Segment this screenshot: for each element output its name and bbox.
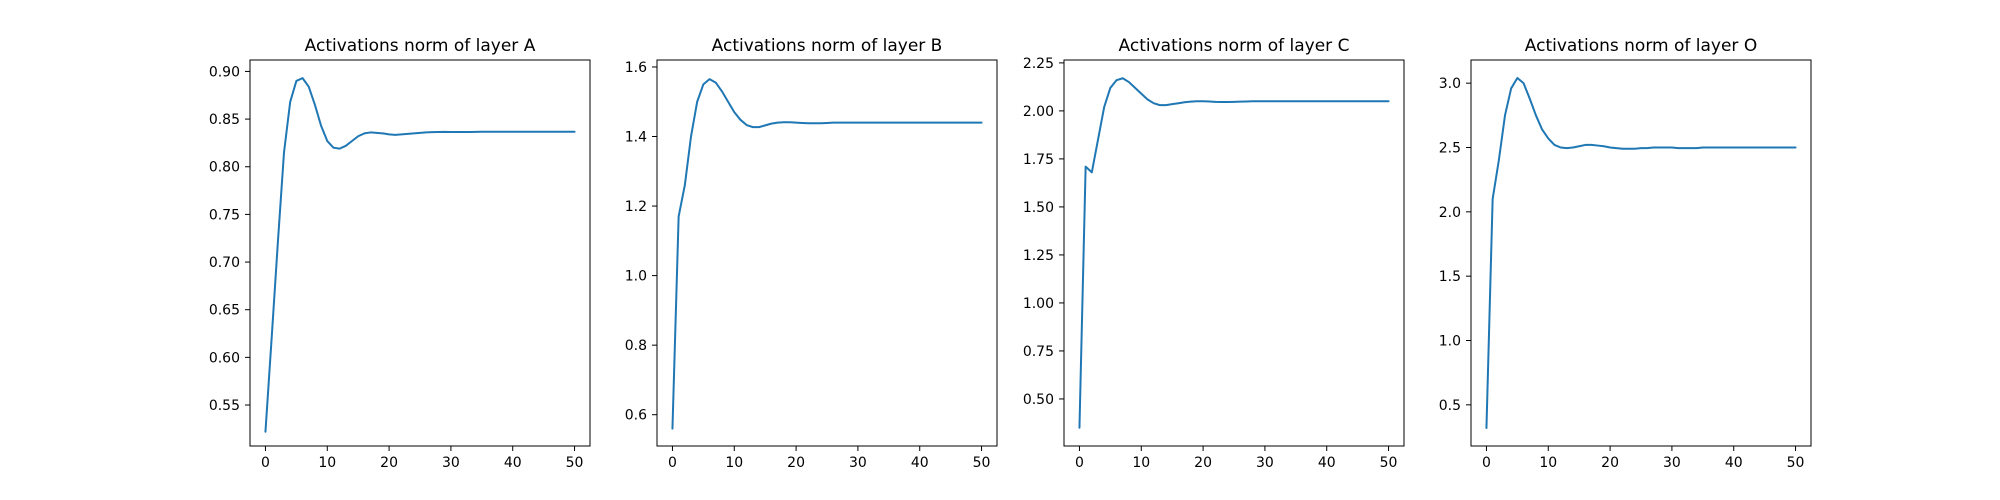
- y-tick-label: 1.5: [1439, 269, 1461, 285]
- x-tick-label: 40: [504, 455, 522, 471]
- chart-panel-2: Activations norm of layer B 0 10 20 30 40 50 0.…: [625, 36, 998, 471]
- y-tick-label: 2.25: [1023, 56, 1054, 72]
- x-tick-label: 30: [849, 455, 867, 471]
- x-tick-label: 0: [1075, 455, 1084, 471]
- y-tick-label: 0.5: [1439, 398, 1461, 414]
- y-tick-label: 1.0: [1439, 333, 1461, 349]
- x-tick-label: 50: [973, 455, 991, 471]
- x-tick-label: 30: [1663, 455, 1681, 471]
- x-tick-label: 0: [1482, 455, 1491, 471]
- x-tick-label: 30: [1256, 455, 1274, 471]
- chart-title: Activations norm of layer B: [712, 36, 943, 56]
- y-tick-label: 1.00: [1023, 296, 1054, 312]
- y-tick-label: 1.50: [1023, 200, 1054, 216]
- x-tick-label: 50: [566, 455, 584, 471]
- y-tick-label: 0.70: [209, 255, 240, 271]
- x-tick-label: 20: [380, 455, 398, 471]
- y-tick-label: 2.00: [1023, 104, 1054, 120]
- y-tick-label: 0.55: [209, 398, 240, 414]
- y-tick-label: 1.2: [625, 199, 647, 215]
- chart-panel-1: Activations norm of layer A 0 10 20 30 40 50 0.…: [209, 36, 591, 471]
- x-tick-label: 10: [1539, 455, 1557, 471]
- y-tick-label: 3.0: [1439, 76, 1461, 92]
- x-tick-label: 20: [787, 455, 805, 471]
- y-tick-label: 0.85: [209, 112, 240, 128]
- series-line: [1485, 77, 1797, 429]
- chart-panel-3: Activations norm of layer C 0 10 20 30 40 50 0.…: [1023, 36, 1405, 471]
- y-tick-label: 2.0: [1439, 205, 1461, 221]
- x-tick-label: 50: [1380, 455, 1398, 471]
- x-tick-label: 40: [1318, 455, 1336, 471]
- chart-panel-4: Activations norm of layer O 0 10 20 30 40 50 0.…: [1439, 36, 1812, 471]
- y-tick-label: 0.50: [1023, 392, 1054, 408]
- y-tick-label: 0.8: [625, 338, 647, 354]
- plot-frame: [656, 59, 998, 447]
- y-tick-label: 0.75: [209, 207, 240, 223]
- y-tick-label: 0.80: [209, 160, 240, 176]
- plot-frame: [249, 59, 591, 447]
- x-tick-label: 40: [911, 455, 929, 471]
- series-line: [264, 77, 576, 433]
- y-tick-label: 0.90: [209, 64, 240, 80]
- y-tick-label: 0.75: [1023, 344, 1054, 360]
- y-tick-label: 0.6: [625, 408, 647, 424]
- y-tick-label: 2.5: [1439, 140, 1461, 156]
- y-tick-label: 1.4: [625, 130, 647, 146]
- y-tick-label: 1.6: [625, 60, 647, 76]
- x-tick-label: 10: [318, 455, 336, 471]
- x-tick-label: 0: [668, 455, 677, 471]
- y-tick-label: 1.0: [625, 269, 647, 285]
- chart-title: Activations norm of layer O: [1525, 36, 1757, 56]
- x-tick-label: 10: [1132, 455, 1150, 471]
- series-line: [1078, 77, 1390, 429]
- x-tick-label: 50: [1787, 455, 1805, 471]
- chart-title: Activations norm of layer C: [1119, 36, 1350, 56]
- x-tick-label: 30: [442, 455, 460, 471]
- plot-frame: [1063, 59, 1405, 447]
- x-tick-label: 40: [1725, 455, 1743, 471]
- y-tick-label: 0.65: [209, 303, 240, 319]
- x-tick-label: 20: [1601, 455, 1619, 471]
- chart-title: Activations norm of layer A: [305, 36, 536, 56]
- x-tick-label: 0: [261, 455, 270, 471]
- plot-frame: [1470, 59, 1812, 447]
- y-tick-label: 1.25: [1023, 248, 1054, 264]
- series-line: [671, 78, 983, 430]
- y-tick-label: 0.60: [209, 350, 240, 366]
- x-tick-label: 20: [1194, 455, 1212, 471]
- y-tick-label: 1.75: [1023, 152, 1054, 168]
- x-tick-label: 10: [725, 455, 743, 471]
